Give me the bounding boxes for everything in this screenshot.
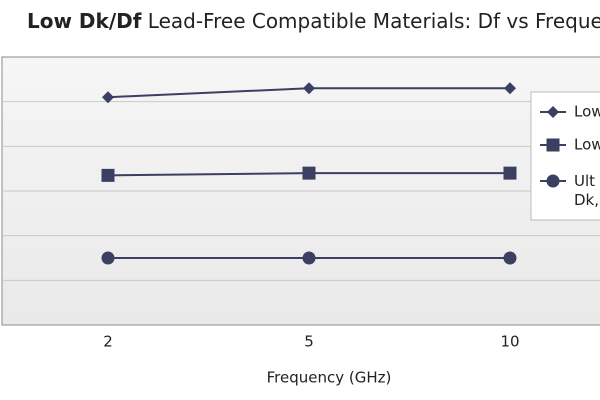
legend-marker xyxy=(546,174,560,188)
x-tick-label: 2 xyxy=(103,333,113,351)
marker xyxy=(302,251,316,265)
marker xyxy=(101,168,115,182)
x-tick-label: 10 xyxy=(500,333,519,351)
x-tick-label: 5 xyxy=(304,333,314,351)
marker xyxy=(503,166,517,180)
marker xyxy=(102,91,114,104)
legend-label-line: Ult xyxy=(574,172,595,190)
legend-marker xyxy=(547,106,559,118)
legend-label: Low xyxy=(574,103,600,121)
marker xyxy=(503,251,517,265)
title-bold: Low Dk/Df xyxy=(27,9,142,33)
legend-box xyxy=(530,91,600,221)
title-rest: Lead-Free Compatible Materials: Df vs Fr… xyxy=(148,9,600,33)
chart-title: Low Dk/Df Lead-Free Compatible Materials… xyxy=(27,9,600,33)
legend-label-line: Dk, xyxy=(574,191,599,209)
legend-label: Low xyxy=(574,136,600,154)
legend-marker xyxy=(546,138,560,152)
marker xyxy=(101,251,115,265)
legend-label: Ult Dk, xyxy=(574,172,599,209)
marker xyxy=(303,82,315,95)
marker xyxy=(302,166,316,180)
x-axis-title: Frequency (GHz) xyxy=(267,369,392,387)
marker xyxy=(504,82,516,95)
